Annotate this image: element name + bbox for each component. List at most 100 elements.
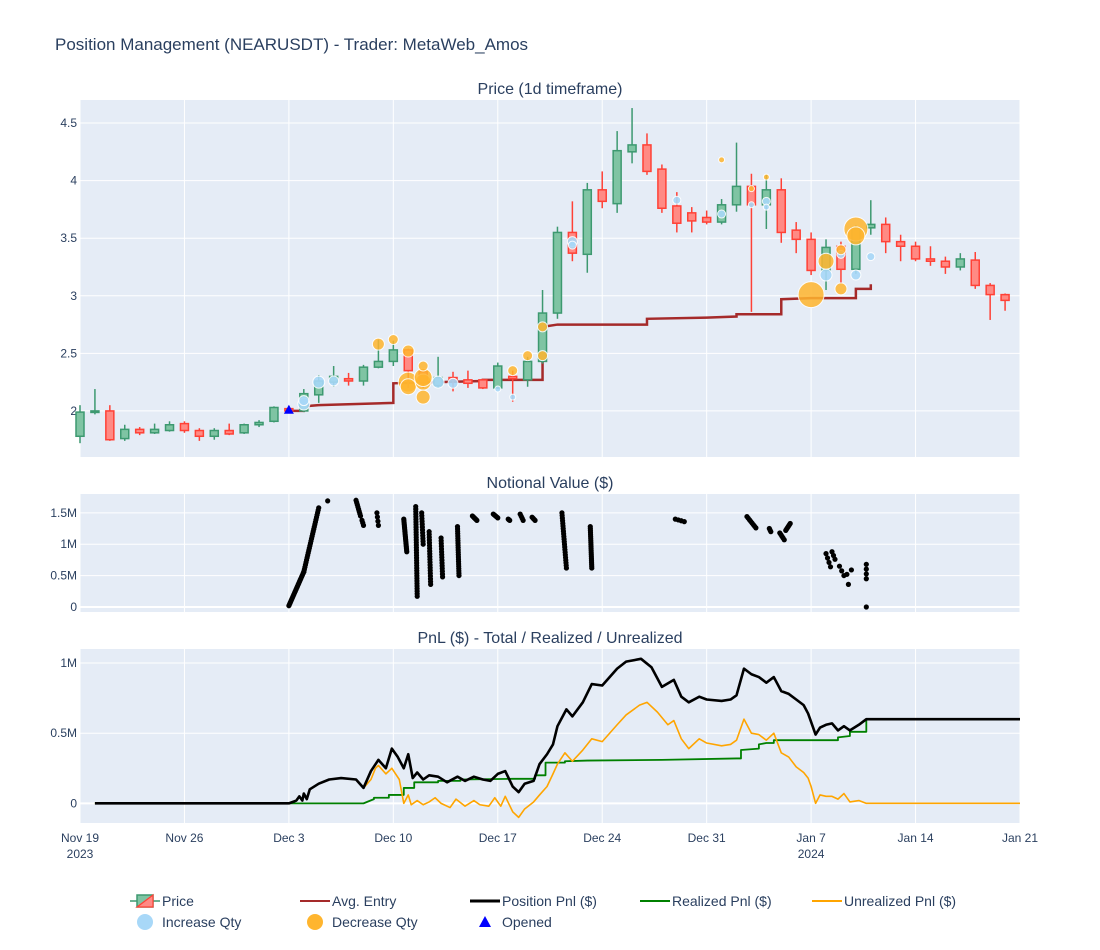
candle-body (522, 360, 533, 381)
legend-item-realized-pnl: Realized Pnl ($) (640, 893, 772, 909)
increase-qty-marker (567, 240, 577, 250)
decrease-qty-marker (417, 360, 429, 372)
candle-body (120, 428, 130, 440)
candle (627, 108, 637, 164)
realized-pnl-line (94, 718, 1020, 805)
decrease-qty-marker (371, 337, 385, 351)
candle (731, 142, 742, 212)
legend-candle-decrease (135, 893, 154, 908)
candle (493, 362, 503, 390)
candle-body (90, 410, 100, 414)
candle (120, 424, 130, 441)
notional-point (863, 571, 869, 577)
decrease-qty-marker (835, 244, 847, 256)
price-plot-area (80, 100, 1020, 457)
legend-label: Avg. Entry (332, 893, 396, 909)
price-subplot-title: Price (1d timeframe) (478, 81, 623, 98)
candle (478, 378, 488, 390)
candle (895, 234, 906, 262)
y-tick-label: 4.5 (60, 116, 77, 130)
candle-body (463, 379, 473, 385)
notional-point (420, 541, 426, 547)
candle-body (179, 422, 190, 432)
notional-point (360, 522, 367, 528)
candle (925, 246, 936, 266)
candle-body (224, 429, 234, 435)
candle (269, 406, 279, 423)
candle (149, 423, 160, 434)
candle (179, 421, 190, 433)
notional-point (681, 519, 687, 525)
notional-points (286, 497, 869, 610)
notional-y-ticks: 0 0.5M 1M 1.5M (50, 506, 77, 614)
candle (910, 241, 921, 262)
y-tick-label: 2 (70, 404, 77, 418)
legend-label: Realized Pnl ($) (672, 893, 772, 909)
y-tick-label: 3 (70, 289, 77, 303)
candle-body (910, 245, 921, 260)
candle-body (627, 144, 637, 153)
notional-point (532, 517, 538, 523)
x-tick-label: Nov 26 (165, 831, 203, 845)
legend-item-decrease-qty: Decrease Qty (307, 914, 418, 930)
increase-qty-marker (312, 375, 326, 389)
increase-qty-marker (431, 375, 445, 389)
decrease-qty-marker (718, 156, 726, 164)
candle (194, 428, 205, 441)
notional-point (374, 510, 380, 516)
candle (209, 428, 220, 440)
position-markers (283, 156, 876, 414)
increase-qty-marker (850, 269, 862, 281)
candle-body (75, 411, 85, 438)
candle-body (358, 366, 369, 382)
pnl-subplot-title: PnL ($) - Total / Realized / Unrealized (417, 630, 682, 647)
candle-body (134, 428, 145, 434)
price-panel: Price (1d timeframe) 2 2.5 3 3.5 4 4.5 (60, 81, 1021, 457)
candle-body (597, 189, 607, 203)
candle-body (1000, 293, 1010, 302)
increase-qty-marker (298, 395, 310, 407)
notional-point (827, 564, 834, 570)
notional-point (753, 525, 759, 531)
candle (164, 421, 175, 432)
candle-body (642, 144, 652, 173)
x-axis-ticks: Nov 19 2023 Nov 26 Dec 3 Dec 10 Dec 17 Dec 24 D… (61, 831, 1038, 861)
decrease-qty-marker (415, 389, 431, 405)
legend-item-price: Price (130, 893, 194, 909)
notional-point (439, 574, 446, 580)
candle (597, 171, 607, 209)
increase-qty-marker (328, 375, 340, 387)
candle (657, 164, 667, 213)
candle-body (269, 406, 279, 423)
notional-point (563, 565, 570, 571)
legend: Price Avg. Entry Position Pnl ($) Realized … (130, 893, 956, 930)
y-tick-label: 0.5M (50, 569, 77, 583)
notional-point (375, 518, 381, 524)
decrease-qty-marker (537, 350, 549, 362)
candle (880, 217, 891, 254)
candle (522, 356, 533, 387)
x-tick-label: Dec 10 (374, 831, 412, 845)
candle-body (925, 258, 936, 262)
candle (940, 256, 951, 274)
candle (239, 423, 249, 434)
notional-point (357, 513, 364, 519)
candle (970, 252, 980, 289)
candle-body (552, 231, 563, 314)
candle-body (582, 189, 593, 256)
notional-point (325, 498, 331, 504)
x-tick-label: Dec 31 (688, 831, 726, 845)
notional-point (495, 515, 501, 521)
candle (642, 133, 652, 175)
notional-point (823, 551, 829, 557)
decrease-qty-marker (537, 321, 549, 333)
x-tick-label: Dec 24 (583, 831, 621, 845)
position-pnl-line (94, 657, 1020, 805)
candle-body (239, 424, 249, 434)
candle (806, 232, 816, 276)
avg-entry-line (288, 284, 873, 413)
price-candles (75, 108, 1010, 444)
decrease-qty-marker (387, 334, 399, 346)
candle-body (791, 229, 801, 241)
candle (224, 423, 234, 436)
